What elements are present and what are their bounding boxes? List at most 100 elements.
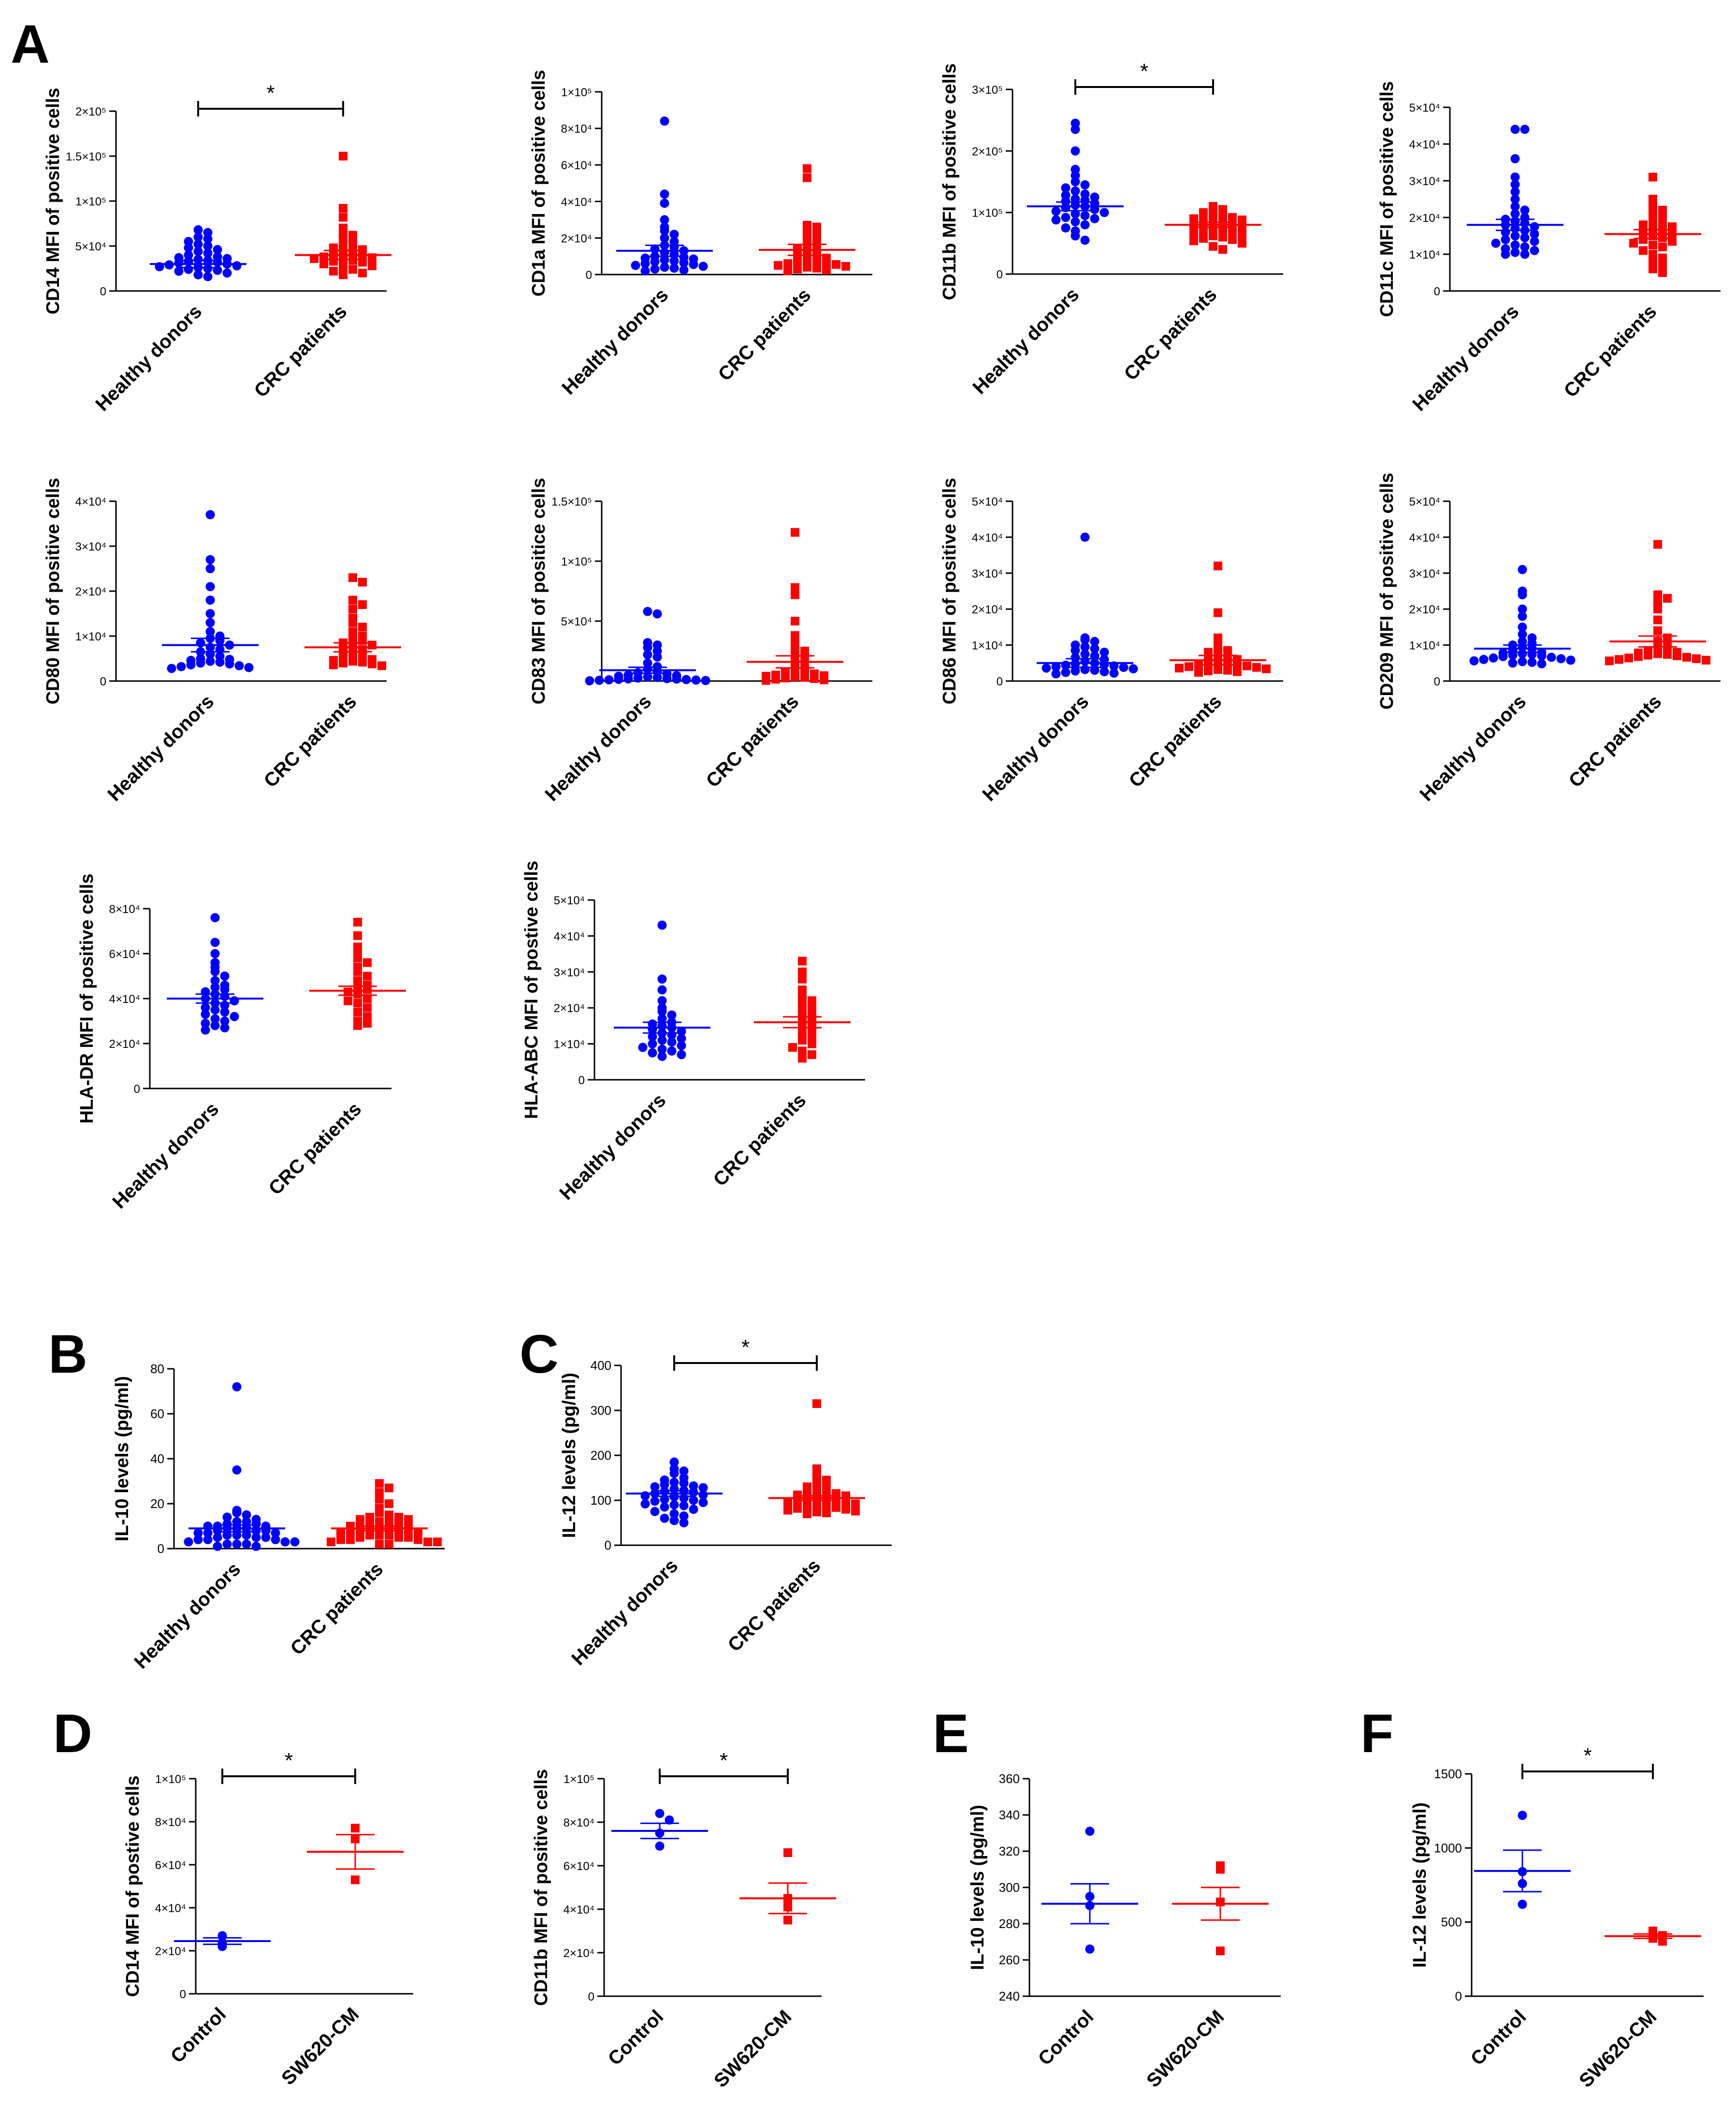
data-point (798, 1054, 807, 1063)
y-tick-label: 3×10⁴ (1409, 567, 1440, 580)
data-point (648, 1032, 657, 1042)
data-point (1518, 657, 1527, 667)
data-point (339, 227, 347, 236)
y-tick-label: 3×10⁴ (1409, 175, 1440, 188)
data-point (633, 673, 643, 683)
data-point (812, 1471, 821, 1480)
data-point (1209, 209, 1217, 218)
data-point (1518, 622, 1527, 632)
y-tick-label: 0 (588, 1990, 594, 2003)
data-point (414, 1535, 422, 1544)
series-group2 (304, 573, 401, 670)
data-point (660, 1480, 669, 1489)
data-point (822, 1509, 831, 1518)
y-tick-label: 2×10⁵ (972, 145, 1003, 158)
data-point (232, 1508, 242, 1518)
data-point (220, 972, 230, 981)
data-point (365, 1512, 374, 1522)
data-point (385, 1517, 393, 1526)
x-category-label: SW620-CM (277, 2003, 363, 2089)
data-point (650, 1507, 660, 1516)
data-point (404, 1515, 413, 1524)
series-group1 (184, 1382, 300, 1551)
significance-star: * (285, 1749, 293, 1772)
data-point (210, 913, 220, 923)
data-point (353, 999, 362, 1008)
data-point (394, 1512, 403, 1522)
y-tick-label: 100 (591, 1493, 611, 1508)
data-point (203, 272, 213, 281)
data-point (363, 1003, 372, 1012)
data-point (251, 1519, 261, 1529)
panel-label-d: D (53, 1703, 92, 1764)
x-category-label: CRC patients (1560, 301, 1661, 402)
data-point (1204, 659, 1213, 668)
series-group2 (768, 1399, 865, 1518)
panel-label-b: B (48, 1324, 87, 1384)
data-point (650, 1482, 660, 1492)
data-point (1090, 637, 1099, 646)
data-point (1508, 658, 1518, 668)
data-point (691, 675, 701, 685)
data-point (205, 564, 215, 573)
data-point (232, 1517, 242, 1526)
y-tick-label: 4×10⁴ (1409, 531, 1440, 544)
y-tick-label: 4×10⁴ (1409, 138, 1440, 151)
y-tick-label: 280 (999, 1916, 1020, 1931)
data-point (798, 986, 807, 994)
x-category-label: CRC patients (714, 284, 815, 385)
y-tick-label: 0 (1434, 285, 1440, 298)
significance-star: * (720, 1749, 728, 1772)
data-point (1658, 268, 1667, 277)
data-point (234, 661, 244, 670)
data-point (643, 650, 652, 659)
y-tick-label: 2×10⁴ (561, 232, 592, 245)
data-point (1199, 234, 1208, 243)
data-point (213, 257, 222, 267)
data-point (657, 1035, 667, 1045)
y-tick-label: 1×10⁵ (75, 195, 106, 208)
y-tick-label: 1×10⁴ (1409, 248, 1440, 261)
data-point (1233, 667, 1242, 676)
series-group1 (1469, 565, 1576, 668)
data-point (652, 652, 662, 662)
data-point (667, 1010, 677, 1020)
y-tick-label: 1×10⁴ (1409, 639, 1440, 653)
data-point (1238, 215, 1246, 224)
series-group1 (167, 913, 263, 1035)
data-point (203, 264, 213, 273)
data-point (1649, 257, 1657, 266)
data-point (1537, 651, 1547, 661)
data-point (660, 1494, 669, 1504)
x-category-label: CRC patients (250, 301, 351, 402)
data-point (1109, 668, 1119, 678)
data-point (812, 256, 821, 265)
data-point (1653, 626, 1662, 635)
chart-cd86: 0 1×10⁴ 2×10⁴ 3×10⁴ 4×10⁴ 5×10⁴ CD86 MFI of po… (940, 478, 1283, 805)
series-group1 (162, 510, 259, 673)
data-point (660, 226, 669, 235)
data-point (1510, 247, 1520, 257)
x-category-label: CRC patients (1120, 284, 1221, 385)
y-tick-label: 8×10⁴ (155, 1816, 186, 1829)
data-point (310, 254, 318, 263)
chart-il12c: 0 100 200 300 400 IL-12 levels (pg/ml) Healthy… (559, 1335, 892, 1669)
data-point (344, 987, 352, 997)
data-point (1649, 209, 1657, 218)
data-point (193, 239, 203, 249)
data-point (1061, 203, 1071, 212)
data-point (781, 673, 790, 682)
x-category-label: SW620-CM (1143, 2006, 1228, 2091)
data-point (363, 1012, 372, 1021)
y-axis-label: CD83 MFI of positice cells (529, 478, 549, 705)
data-point (1061, 213, 1071, 222)
data-point (186, 660, 196, 670)
data-point (1218, 210, 1227, 219)
data-point (679, 1501, 689, 1510)
data-point (210, 938, 220, 947)
chart-cd14d: 0 2×10⁴ 4×10⁴ 6×10⁴ 8×10⁴ 1×10⁵ CD14 MFI of po… (123, 1749, 413, 2089)
data-point (1128, 664, 1138, 674)
data-point (251, 1541, 261, 1551)
chart-cd11bd: 0 2×10⁴ 4×10⁴ 6×10⁴ 8×10⁴ 1×10⁵ CD11b MFI of p… (531, 1749, 836, 2092)
data-point (701, 676, 710, 685)
